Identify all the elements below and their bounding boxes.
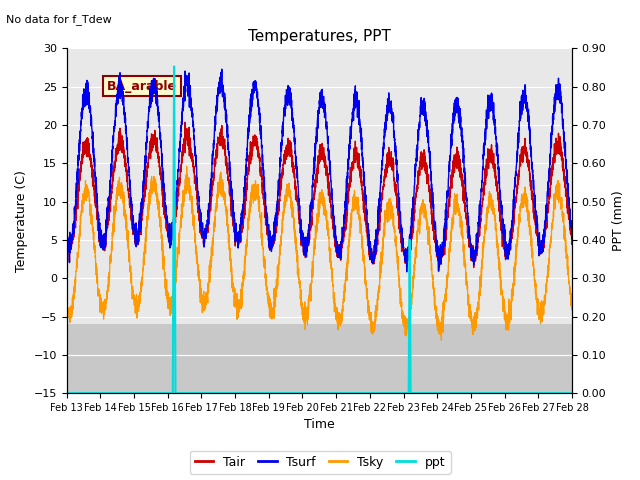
Title: Temperatures, PPT: Temperatures, PPT — [248, 29, 391, 44]
X-axis label: Time: Time — [304, 419, 335, 432]
Text: No data for f_Tdew: No data for f_Tdew — [6, 14, 112, 25]
Legend: Tair, Tsurf, Tsky, ppt: Tair, Tsurf, Tsky, ppt — [189, 451, 451, 474]
Text: BA_arable: BA_arable — [107, 80, 177, 93]
Y-axis label: Temperature (C): Temperature (C) — [15, 170, 28, 272]
Bar — [67, 48, 572, 324]
Y-axis label: PPT (mm): PPT (mm) — [612, 191, 625, 251]
Bar — [67, 324, 572, 393]
